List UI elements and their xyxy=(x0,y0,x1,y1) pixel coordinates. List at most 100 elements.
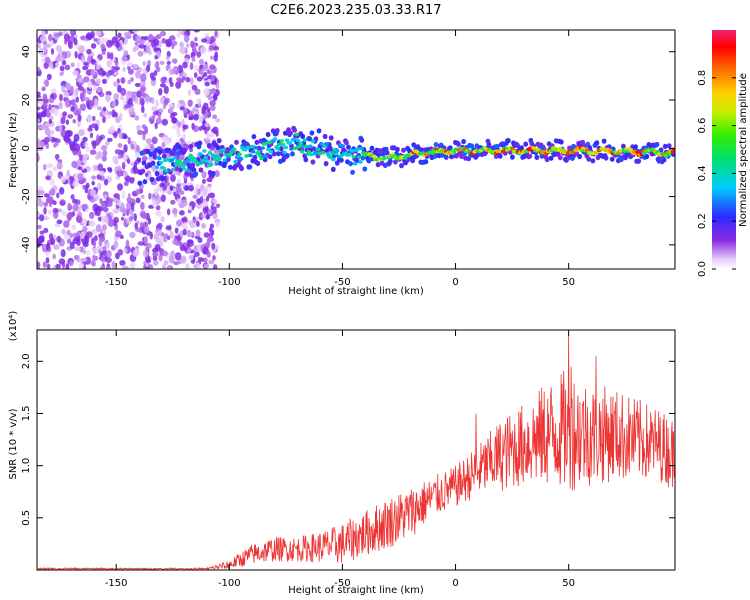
noise-speckle xyxy=(207,185,212,193)
noise-speckle xyxy=(151,198,156,207)
noise-speckle xyxy=(60,175,66,183)
noise-speckle xyxy=(214,30,218,38)
snr-x-label: Height of straight line (km) xyxy=(288,585,424,596)
trace-core xyxy=(350,149,355,153)
noise-speckle xyxy=(53,143,57,148)
trace-core xyxy=(169,158,174,162)
noise-speckle xyxy=(113,112,118,118)
noise-speckle xyxy=(196,204,202,210)
trace-halo xyxy=(182,147,188,154)
trace-halo xyxy=(544,156,550,163)
trace-core xyxy=(358,160,363,164)
noise-speckle xyxy=(95,209,101,217)
noise-speckle xyxy=(139,222,145,228)
noise-speckle xyxy=(64,99,70,108)
noise-speckle xyxy=(188,184,195,192)
noise-speckle xyxy=(90,43,97,49)
noise-speckle xyxy=(202,200,209,208)
trace-core xyxy=(324,142,329,146)
x-tick-label: 50 xyxy=(562,277,575,288)
noise-speckle xyxy=(201,109,206,115)
noise-speckle xyxy=(204,122,210,128)
noise-speckle xyxy=(209,64,216,70)
noise-speckle xyxy=(117,249,124,256)
noise-speckle xyxy=(91,123,97,129)
noise-speckle xyxy=(60,249,66,258)
noise-speckle xyxy=(145,138,152,144)
trace-core xyxy=(245,145,251,150)
trace-core xyxy=(279,139,284,143)
noise-speckle xyxy=(65,83,70,89)
noise-speckle xyxy=(129,177,135,184)
noise-speckle xyxy=(116,165,122,172)
trace-halo xyxy=(497,153,503,159)
trace-halo xyxy=(247,164,253,170)
noise-speckle xyxy=(152,255,158,262)
noise-speckle xyxy=(144,172,149,177)
trace-halo xyxy=(456,141,461,147)
noise-speckle xyxy=(135,188,141,195)
noise-speckle xyxy=(198,58,205,65)
noise-speckle xyxy=(70,176,74,185)
trace-core xyxy=(355,147,360,151)
noise-speckle xyxy=(172,207,178,215)
noise-speckle xyxy=(98,239,103,247)
noise-speckle xyxy=(145,45,151,54)
trace-core xyxy=(237,152,242,157)
noise-speckle xyxy=(175,81,182,89)
noise-speckle xyxy=(105,71,110,78)
noise-speckle xyxy=(87,80,93,90)
noise-speckle xyxy=(126,61,133,67)
noise-speckle xyxy=(37,43,41,49)
noise-speckle xyxy=(195,229,201,237)
noise-speckle xyxy=(77,77,83,83)
trace-halo xyxy=(255,160,261,166)
spectrogram-x-label: Height of straight line (km) xyxy=(288,286,424,297)
noise-speckle xyxy=(176,219,183,227)
trace-halo xyxy=(619,156,624,163)
trace-halo xyxy=(401,147,406,153)
trace-halo xyxy=(275,151,281,157)
noise-speckle xyxy=(141,155,148,162)
noise-speckle xyxy=(202,102,209,111)
noise-speckle xyxy=(202,179,206,184)
trace-halo xyxy=(309,130,315,136)
trace-halo xyxy=(300,133,306,139)
noise-speckle xyxy=(167,235,171,240)
noise-speckle xyxy=(179,106,185,111)
noise-speckle xyxy=(43,216,50,221)
noise-speckle xyxy=(185,30,191,37)
noise-speckle xyxy=(208,259,215,265)
trace-halo xyxy=(393,159,398,165)
noise-speckle xyxy=(123,31,131,37)
noise-speckle xyxy=(83,241,89,248)
noise-speckle xyxy=(41,30,46,37)
noise-speckle xyxy=(44,193,50,198)
x-tick-label: 50 xyxy=(562,578,575,589)
noise-speckle xyxy=(106,39,113,48)
noise-speckle xyxy=(149,143,155,151)
noise-speckle xyxy=(81,218,88,226)
trace-halo xyxy=(633,144,638,150)
trace-halo xyxy=(654,141,660,148)
noise-speckle xyxy=(120,216,125,221)
noise-speckle xyxy=(120,95,125,101)
noise-speckle xyxy=(140,194,145,199)
trace-core xyxy=(180,163,185,168)
trace-halo xyxy=(359,137,365,143)
spectrogram-panel: -150 -100 -50 0 50 -40 -20 0 20 40 Height of str… xyxy=(8,29,676,297)
trace-core xyxy=(340,144,346,148)
noise-speckle xyxy=(155,210,162,217)
noise-speckle xyxy=(170,250,176,258)
noise-speckle xyxy=(193,72,198,78)
noise-speckle xyxy=(78,45,85,54)
noise-speckle xyxy=(92,85,97,92)
noise-speckle xyxy=(95,64,101,71)
trace-halo xyxy=(636,158,642,164)
noise-speckle xyxy=(134,222,138,230)
trace-halo xyxy=(661,157,667,163)
noise-speckle xyxy=(59,187,65,195)
trace-halo xyxy=(285,152,290,159)
trace-halo xyxy=(601,138,607,144)
trace-core xyxy=(181,167,187,171)
